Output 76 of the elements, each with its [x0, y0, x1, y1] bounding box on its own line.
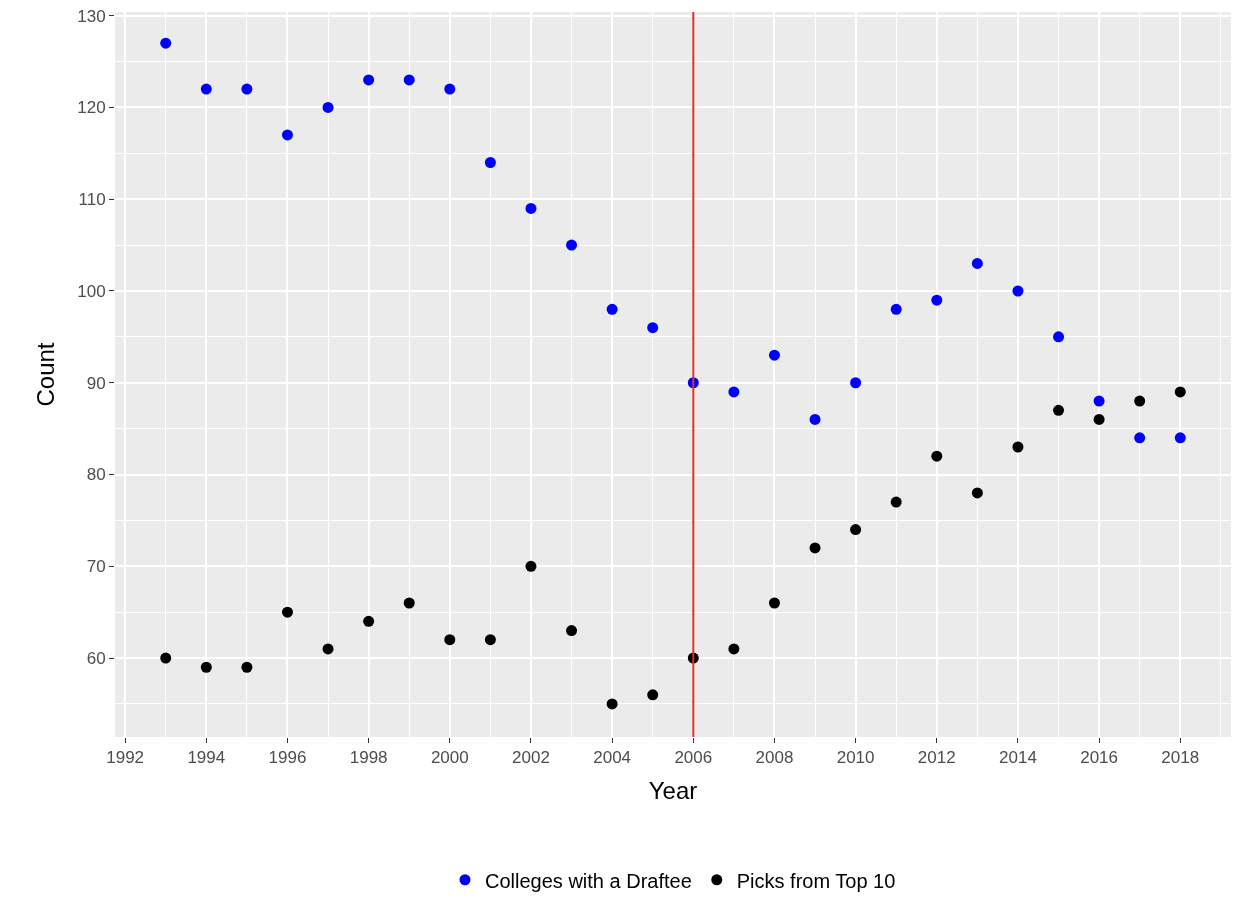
x-tick-label: 1996 [268, 748, 307, 768]
x-tick-label: 2012 [917, 748, 956, 768]
point [768, 349, 780, 361]
legend-label: Colleges with a Draftee [485, 869, 692, 892]
point [241, 83, 253, 95]
y-tick-label: 80 [86, 465, 106, 485]
point [1012, 285, 1024, 297]
point [566, 625, 578, 637]
point [606, 303, 618, 315]
x-tick-label: 1992 [106, 748, 145, 768]
y-axis-title: Count [32, 342, 60, 407]
x-tick-label: 2016 [1080, 748, 1119, 768]
point [444, 83, 456, 95]
point [890, 496, 902, 508]
x-tick-label: 2014 [999, 748, 1037, 768]
y-tick-label: 70 [86, 557, 106, 577]
point [322, 643, 334, 655]
x-tick-label: 2006 [674, 748, 713, 768]
x-tick-label: 2010 [836, 748, 875, 768]
point [566, 239, 578, 251]
y-tick-label: 110 [78, 190, 106, 210]
point [850, 524, 862, 536]
x-tick-label: 1998 [349, 748, 388, 768]
y-tick-label: 90 [86, 373, 106, 393]
point [728, 386, 740, 398]
y-tick-label: 60 [86, 649, 106, 669]
point [484, 157, 496, 169]
point [200, 661, 212, 673]
point [281, 606, 293, 618]
x-tick-label: 2004 [593, 748, 632, 768]
point [363, 74, 375, 86]
point [403, 597, 415, 609]
x-axis-title: Year [648, 776, 698, 804]
point [931, 450, 943, 462]
point [525, 560, 537, 572]
x-tick-label: 2008 [755, 748, 794, 768]
point [281, 129, 293, 141]
point [403, 74, 415, 86]
point [1012, 441, 1024, 453]
point [971, 257, 983, 269]
point [1134, 432, 1146, 444]
legend-label: Picks from Top 10 [736, 869, 896, 892]
point [647, 689, 659, 701]
point [768, 597, 780, 609]
point [363, 615, 375, 627]
point [850, 377, 862, 389]
point [890, 303, 902, 315]
y-tick-label: 120 [77, 98, 106, 118]
x-tick-label: 2000 [430, 748, 469, 768]
point [160, 652, 172, 664]
x-tick-label: 2018 [1161, 748, 1200, 768]
point [606, 698, 618, 710]
point [931, 294, 943, 306]
y-tick-label: 100 [77, 281, 106, 301]
point [1174, 386, 1186, 398]
point [971, 487, 983, 499]
point [809, 413, 821, 425]
point [322, 101, 334, 113]
x-tick-label: 2002 [512, 748, 550, 768]
point [1174, 432, 1186, 444]
point [241, 661, 253, 673]
y-tick-label: 130 [77, 6, 106, 26]
point [200, 83, 212, 95]
point [1134, 395, 1146, 407]
point [1053, 404, 1065, 416]
point [160, 37, 172, 49]
point [1053, 331, 1065, 343]
point [728, 643, 740, 655]
x-tick-label: 1994 [187, 748, 226, 768]
point [647, 322, 659, 334]
point [809, 542, 821, 554]
point [444, 634, 456, 646]
point [484, 634, 496, 646]
point [525, 202, 537, 214]
point [1093, 395, 1105, 407]
point [1093, 413, 1105, 425]
